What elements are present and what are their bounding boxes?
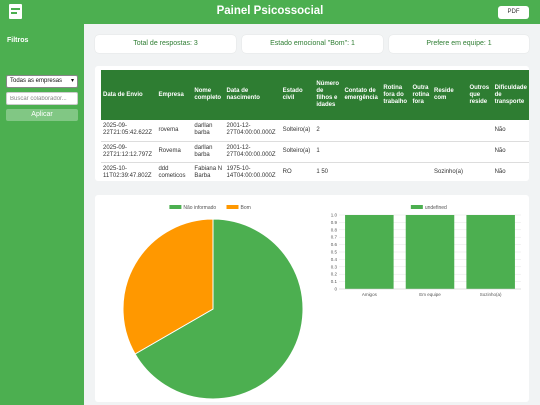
table-cell: Fabiana N Barba <box>192 162 225 181</box>
company-select-value: Todas as empresas <box>10 78 63 84</box>
x-tick-label: Sozinho(a) <box>480 292 502 297</box>
header-cell: Reside com <box>432 70 468 120</box>
table-cell <box>342 162 382 181</box>
table-cell: ddd cometicos <box>156 162 193 181</box>
total-responses-card: Total de respostas: 3 <box>95 35 236 53</box>
legend-swatch[interactable] <box>169 205 182 209</box>
table-cell <box>432 141 468 163</box>
header-cell: Dificuldade de transporte <box>492 70 529 120</box>
legend-label: Não informado <box>183 205 216 211</box>
table-cell: 2001-12-27T04:00:00.000Z <box>224 141 281 163</box>
apply-button[interactable]: Aplicar <box>6 109 78 121</box>
legend-swatch[interactable] <box>226 205 239 209</box>
responses-table-container[interactable]: Data de Envio Empresa Nome completo Data… <box>95 66 529 181</box>
legend-swatch[interactable] <box>410 205 423 209</box>
table-header-row: Data de Envio Empresa Nome completo Data… <box>101 70 529 120</box>
responses-table: Data de Envio Empresa Nome completo Data… <box>101 70 529 181</box>
filters-title: Filtros <box>7 37 29 44</box>
table-cell: Sozinho(a) <box>432 162 468 181</box>
y-tick-label: 0.9 <box>331 220 338 225</box>
bar[interactable] <box>345 215 394 289</box>
emotional-state-pie-chart: Não informado Bom <box>122 205 304 400</box>
header-cell: Contato de emergência <box>342 70 382 120</box>
chevron-down-icon: ▾ <box>70 78 74 84</box>
y-tick-label: 0.6 <box>331 242 338 247</box>
header-cell: Estado civil <box>280 70 315 120</box>
y-tick-label: 0.5 <box>331 250 338 255</box>
table-cell: Não <box>492 120 529 142</box>
header-cell: Nome completo <box>192 70 225 120</box>
y-tick-label: 1.0 <box>331 213 338 218</box>
table-cell: darllan barba <box>192 120 225 142</box>
page-title: Painel Psicossocial <box>216 5 324 17</box>
table-cell: 2 <box>314 120 343 142</box>
table-row: 2025-09-22T21:12:12.797Z Rovema darllan … <box>101 141 529 163</box>
table-cell: 2025-09-22T21:05:42.622Z <box>101 120 157 142</box>
table-cell: Solteiro(a) <box>280 141 315 163</box>
table-cell <box>381 162 411 181</box>
table-cell <box>432 120 468 142</box>
table-cell <box>467 162 493 181</box>
table-cell <box>410 162 432 181</box>
table-cell <box>467 120 493 142</box>
header-cell: Empresa <box>156 70 193 120</box>
pdf-button[interactable]: PDF <box>498 6 529 19</box>
table-cell: 1 50 <box>314 162 343 181</box>
search-input[interactable] <box>6 92 78 105</box>
y-tick-label: 0.3 <box>331 264 338 269</box>
table-cell <box>410 120 432 142</box>
x-tick-label: Amigos <box>362 292 378 297</box>
y-tick-label: 0.2 <box>331 272 338 277</box>
table-cell <box>467 141 493 163</box>
header-cell: Outros que reside <box>467 70 493 120</box>
table-cell: 2025-10-11T02:39:47.802Z <box>101 162 157 181</box>
header-cell: Número de filhos e idades <box>314 70 343 120</box>
header-cell: Data de nascimento <box>224 70 281 120</box>
header-cell: Data de Envio <box>101 70 157 120</box>
good-emotional-card: Estado emocional "Bom": 1 <box>242 35 383 53</box>
table-row: 2025-10-11T02:39:47.802Z ddd cometicos F… <box>101 162 529 181</box>
table-cell: Não <box>492 162 529 181</box>
table-cell: 1975-10-14T04:00:00.000Z <box>224 162 281 181</box>
table-cell: 1 <box>314 141 343 163</box>
table-cell <box>381 120 411 142</box>
table-cell: Não <box>492 141 529 163</box>
logo-icon <box>9 4 22 19</box>
table-cell <box>410 141 432 163</box>
header-cell: Rotina fora do trabalho <box>381 70 411 120</box>
table-cell <box>342 120 382 142</box>
y-tick-label: 0.8 <box>331 227 338 232</box>
y-tick-label: 0 <box>334 287 337 292</box>
emotional-state-chart-card: Não informado Bom <box>95 195 331 402</box>
y-tick-label: 0.1 <box>331 279 338 284</box>
table-cell: 2001-12-27T04:00:00.000Z <box>224 120 281 142</box>
bar[interactable] <box>466 215 515 289</box>
header-cell: Outra rotina fora <box>410 70 432 120</box>
y-tick-label: 0.4 <box>331 257 338 262</box>
x-tick-label: Em equipe <box>419 292 441 297</box>
table-cell: Rovema <box>156 141 193 163</box>
company-select[interactable]: Todas as empresas ▾ <box>6 75 78 88</box>
table-cell: darllan barba <box>192 141 225 163</box>
table-row: 2025-09-22T21:05:42.622Z rovema darllan … <box>101 120 529 142</box>
table-cell: rovema <box>156 120 193 142</box>
bar[interactable] <box>405 215 455 289</box>
work-preference-chart-card: undefined 0 0.1 0.2 0.3 0.4 0.5 0.6 0.7 0.8 0.9 1.0… <box>321 195 529 402</box>
pie-slice[interactable] <box>134 218 304 400</box>
sidebar: Filtros Todas as empresas ▾ Aplicar <box>0 24 84 405</box>
team-preference-card: Prefere em equipe: 1 <box>389 35 529 53</box>
table-cell: RO <box>280 162 315 181</box>
table-cell: Solteiro(a) <box>280 120 315 142</box>
work-preference-bar-chart: undefined 0 0.1 0.2 0.3 0.4 0.5 0.6 0.7 0.8 0.9 1.0… <box>331 205 521 297</box>
pie-slice[interactable] <box>122 218 214 355</box>
legend-label: undefined <box>425 205 447 211</box>
y-tick-label: 0.7 <box>331 235 338 240</box>
table-cell <box>381 141 411 163</box>
table-cell <box>342 141 382 163</box>
legend-label: Bom <box>241 205 251 211</box>
header-bar: Painel Psicossocial PDF <box>0 0 540 24</box>
table-cell: 2025-09-22T21:12:12.797Z <box>101 141 157 163</box>
